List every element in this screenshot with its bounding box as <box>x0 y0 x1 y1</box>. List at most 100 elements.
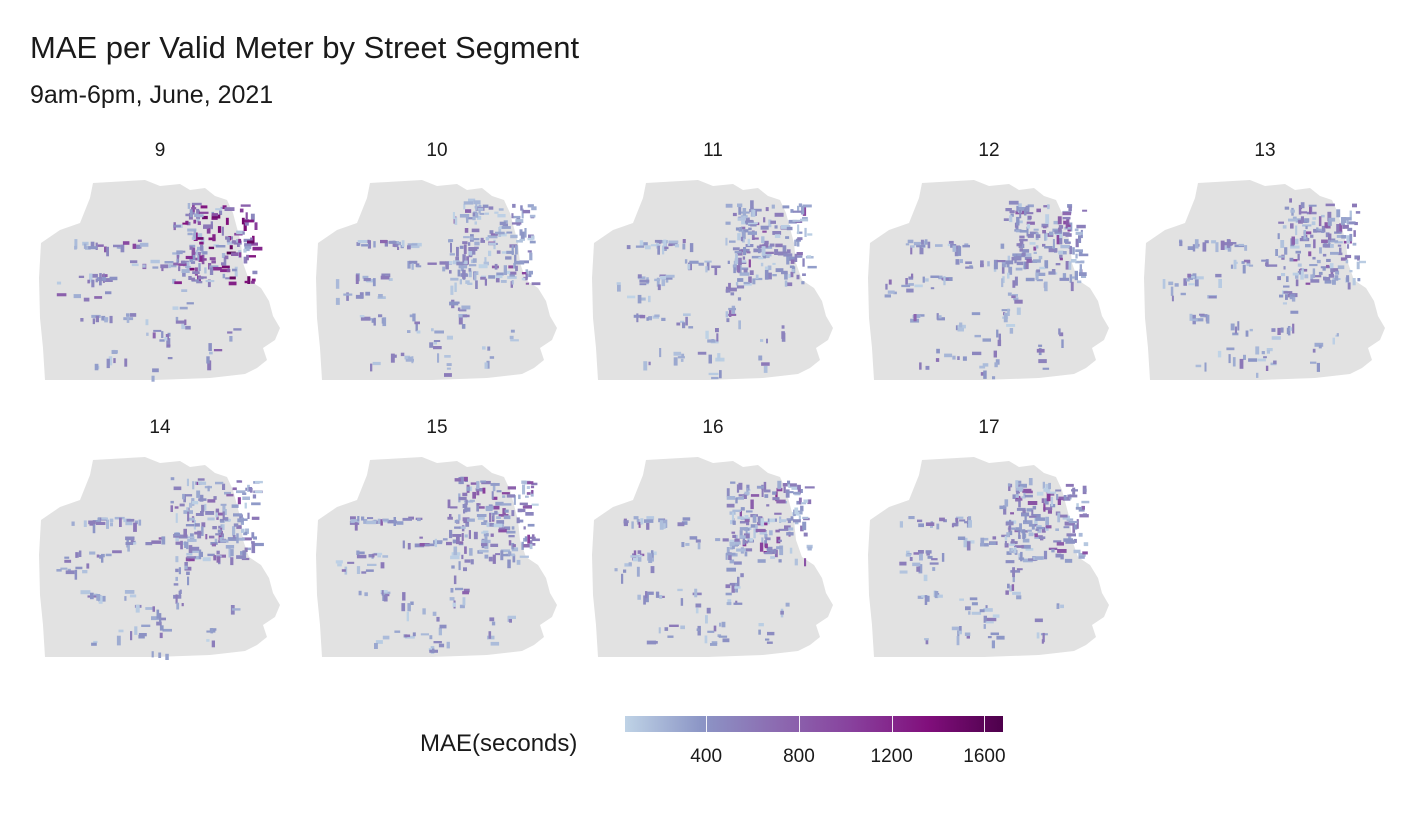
street-segment <box>492 513 495 521</box>
street-segment <box>1025 548 1034 551</box>
street-segment <box>764 489 771 493</box>
street-segment <box>475 203 478 211</box>
street-segment <box>457 307 461 311</box>
street-segment <box>901 284 911 288</box>
street-segment <box>687 263 691 270</box>
street-segment <box>1346 244 1350 249</box>
street-segment <box>722 538 729 542</box>
street-segment <box>639 297 646 301</box>
street-segment <box>1082 551 1088 555</box>
street-segment <box>480 276 486 280</box>
street-segment <box>1058 514 1068 518</box>
street-segment <box>738 494 745 497</box>
street-segment <box>659 595 663 599</box>
street-segment <box>1067 204 1073 208</box>
street-segment <box>1318 228 1322 231</box>
street-segment <box>1283 291 1293 294</box>
street-segment <box>73 294 81 299</box>
street-segment <box>482 346 486 350</box>
street-segment <box>198 255 203 262</box>
street-segment <box>525 495 529 498</box>
street-segment <box>361 244 369 247</box>
street-segment <box>211 214 221 219</box>
street-segment <box>89 273 93 283</box>
street-segment <box>1266 348 1273 352</box>
street-segment <box>635 245 645 248</box>
street-segment <box>790 209 794 213</box>
street-segment <box>916 566 921 572</box>
street-segment <box>231 504 239 508</box>
street-segment <box>1078 555 1085 559</box>
street-segment <box>105 291 112 295</box>
street-segment <box>512 554 516 563</box>
street-segment <box>1038 255 1043 260</box>
street-segment <box>422 608 426 615</box>
street-segment <box>1081 505 1085 510</box>
street-segment <box>486 523 495 527</box>
street-segment <box>158 652 162 658</box>
street-segment <box>1206 314 1210 324</box>
street-segment <box>757 559 766 563</box>
street-segment <box>1007 272 1010 279</box>
street-segment <box>184 319 187 326</box>
street-segment <box>414 543 425 548</box>
street-segment <box>776 499 786 504</box>
street-segment <box>220 533 224 538</box>
street-segment <box>354 522 358 531</box>
street-segment <box>424 543 435 547</box>
street-segment <box>1006 324 1016 327</box>
street-segment <box>790 259 795 264</box>
street-segment <box>186 478 189 487</box>
street-segment <box>1238 243 1244 246</box>
street-segment <box>1057 512 1061 523</box>
street-segment <box>1289 198 1292 203</box>
street-segment <box>1019 235 1025 239</box>
street-segment <box>760 518 764 527</box>
street-segment <box>204 503 207 511</box>
street-segment <box>206 639 210 642</box>
facet-panel-15: 15 <box>312 417 562 667</box>
street-segment <box>459 214 470 218</box>
street-segment <box>405 358 414 362</box>
street-segment <box>205 511 215 515</box>
street-segment <box>482 487 486 494</box>
street-segment <box>251 532 255 539</box>
street-segment <box>623 569 627 573</box>
street-segment <box>521 277 526 281</box>
street-segment <box>1312 348 1316 353</box>
street-segment <box>509 617 512 623</box>
street-segment <box>1011 294 1018 297</box>
street-segment <box>476 481 480 490</box>
street-segment <box>357 551 365 555</box>
street-segment <box>992 536 997 540</box>
street-segment <box>1075 238 1079 248</box>
street-segment <box>525 282 529 285</box>
street-segment <box>209 628 217 631</box>
street-segment <box>374 643 378 649</box>
street-segment <box>189 558 195 562</box>
street-segment <box>643 361 648 371</box>
street-segment <box>802 204 812 208</box>
street-segment <box>446 335 453 340</box>
street-segment <box>251 543 256 554</box>
street-segment <box>175 541 182 545</box>
street-segment <box>1016 507 1026 511</box>
street-segment <box>513 495 516 505</box>
street-segment <box>1022 529 1026 539</box>
street-segment <box>474 221 477 225</box>
street-segment <box>65 570 75 575</box>
street-segment <box>213 496 217 500</box>
street-segment <box>166 338 171 348</box>
street-segment <box>347 561 355 564</box>
street-segment <box>1036 526 1045 530</box>
street-segment <box>1062 211 1072 216</box>
street-segment <box>769 243 775 247</box>
street-segment <box>410 245 420 249</box>
street-segment <box>740 236 744 242</box>
street-segment <box>232 268 237 272</box>
street-segment <box>1192 244 1196 252</box>
street-segment <box>186 221 191 226</box>
street-segment <box>1334 241 1343 244</box>
street-segment <box>1016 243 1022 247</box>
land-shape <box>592 457 833 657</box>
